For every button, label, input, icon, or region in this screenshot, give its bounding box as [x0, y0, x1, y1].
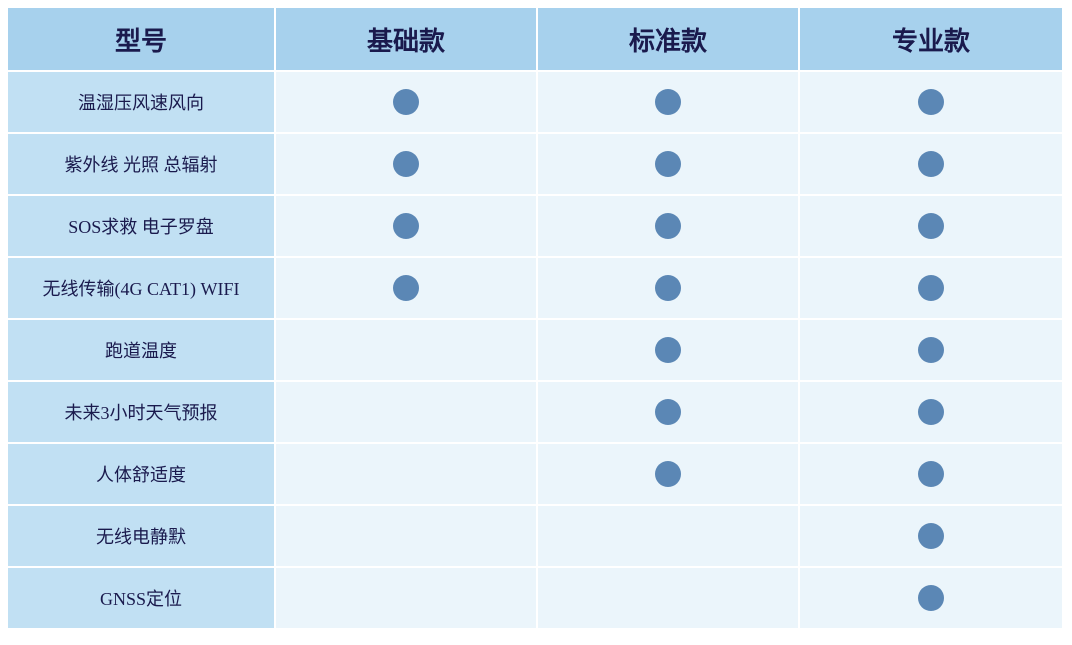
data-cell — [276, 196, 538, 258]
feature-dot-icon — [655, 461, 681, 487]
feature-dot-icon — [393, 213, 419, 239]
feature-dot-icon — [918, 585, 944, 611]
header-cell-pro: 专业款 — [800, 8, 1062, 72]
data-cell — [538, 568, 800, 630]
table-row: SOS求救 电子罗盘 — [8, 196, 1064, 258]
feature-cell: 未来3小时天气预报 — [8, 382, 276, 444]
feature-comparison-table: 型号 基础款 标准款 专业款 温湿压风速风向紫外线 光照 总辐射 SOS求救 电子… — [8, 8, 1064, 630]
feature-dot-icon — [655, 89, 681, 115]
data-cell — [276, 72, 538, 134]
header-label: 型号 — [115, 21, 167, 58]
feature-label: 无线传输(4G CAT1) WIFI — [43, 275, 240, 301]
feature-label: 未来3小时天气预报 — [65, 399, 218, 425]
data-cell — [800, 506, 1062, 568]
feature-label: GNSS定位 — [100, 585, 182, 611]
data-cell — [538, 72, 800, 134]
feature-dot-icon — [918, 337, 944, 363]
feature-dot-icon — [393, 151, 419, 177]
data-cell — [538, 258, 800, 320]
data-cell — [538, 444, 800, 506]
feature-cell: 紫外线 光照 总辐射 — [8, 134, 276, 196]
feature-cell: 跑道温度 — [8, 320, 276, 382]
data-cell — [800, 320, 1062, 382]
feature-cell: GNSS定位 — [8, 568, 276, 630]
header-cell-basic: 基础款 — [276, 8, 538, 72]
feature-dot-icon — [918, 275, 944, 301]
feature-dot-icon — [918, 213, 944, 239]
header-label: 专业款 — [892, 21, 970, 58]
data-cell — [276, 568, 538, 630]
table-body: 温湿压风速风向紫外线 光照 总辐射 SOS求救 电子罗盘无线传输(4G CAT1)… — [8, 72, 1064, 630]
feature-label: 人体舒适度 — [96, 461, 186, 487]
table-row: GNSS定位 — [8, 568, 1064, 630]
table-header-row: 型号 基础款 标准款 专业款 — [8, 8, 1064, 72]
feature-dot-icon — [393, 89, 419, 115]
data-cell — [800, 258, 1062, 320]
feature-dot-icon — [918, 461, 944, 487]
feature-dot-icon — [655, 399, 681, 425]
table-row: 跑道温度 — [8, 320, 1064, 382]
data-cell — [800, 196, 1062, 258]
feature-dot-icon — [918, 151, 944, 177]
table-row: 紫外线 光照 总辐射 — [8, 134, 1064, 196]
data-cell — [276, 320, 538, 382]
data-cell — [276, 382, 538, 444]
data-cell — [800, 568, 1062, 630]
data-cell — [538, 382, 800, 444]
data-cell — [538, 196, 800, 258]
data-cell — [800, 382, 1062, 444]
data-cell — [800, 134, 1062, 196]
feature-dot-icon — [655, 337, 681, 363]
data-cell — [276, 506, 538, 568]
feature-cell: 人体舒适度 — [8, 444, 276, 506]
table-row: 未来3小时天气预报 — [8, 382, 1064, 444]
feature-label: 紫外线 光照 总辐射 — [65, 151, 218, 177]
feature-dot-icon — [655, 213, 681, 239]
header-cell-model: 型号 — [8, 8, 276, 72]
feature-dot-icon — [393, 275, 419, 301]
data-cell — [538, 506, 800, 568]
header-cell-standard: 标准款 — [538, 8, 800, 72]
table-row: 无线传输(4G CAT1) WIFI — [8, 258, 1064, 320]
data-cell — [538, 320, 800, 382]
data-cell — [800, 444, 1062, 506]
data-cell — [276, 258, 538, 320]
feature-dot-icon — [918, 89, 944, 115]
feature-dot-icon — [655, 275, 681, 301]
data-cell — [276, 444, 538, 506]
feature-label: SOS求救 电子罗盘 — [68, 213, 214, 239]
feature-cell: 无线电静默 — [8, 506, 276, 568]
data-cell — [538, 134, 800, 196]
feature-label: 跑道温度 — [105, 337, 177, 363]
table-row: 无线电静默 — [8, 506, 1064, 568]
feature-dot-icon — [655, 151, 681, 177]
feature-label: 温湿压风速风向 — [78, 89, 204, 115]
feature-cell: 无线传输(4G CAT1) WIFI — [8, 258, 276, 320]
feature-label: 无线电静默 — [96, 523, 186, 549]
feature-dot-icon — [918, 399, 944, 425]
table-row: 温湿压风速风向 — [8, 72, 1064, 134]
feature-cell: SOS求救 电子罗盘 — [8, 196, 276, 258]
header-label: 标准款 — [629, 21, 707, 58]
data-cell — [800, 72, 1062, 134]
table-row: 人体舒适度 — [8, 444, 1064, 506]
feature-dot-icon — [918, 523, 944, 549]
header-label: 基础款 — [367, 21, 445, 58]
data-cell — [276, 134, 538, 196]
feature-cell: 温湿压风速风向 — [8, 72, 276, 134]
